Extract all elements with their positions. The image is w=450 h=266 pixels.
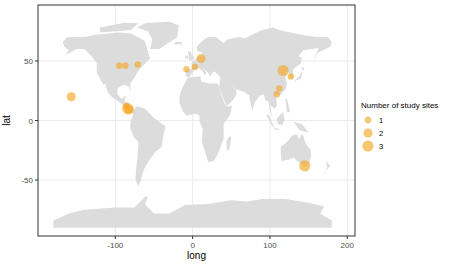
study-site-point	[135, 61, 141, 67]
land	[186, 28, 332, 120]
x-tick-label: -100	[107, 241, 124, 250]
study-site-point	[123, 103, 129, 109]
chart-root: -100 0 100 200 -50 0 50 long lat Number of study …	[0, 0, 450, 266]
study-site-point	[278, 65, 289, 76]
y-tick-label: -50	[21, 176, 33, 185]
land	[54, 196, 332, 228]
study-site-point	[116, 63, 122, 69]
x-tick-label: 200	[341, 241, 355, 250]
x-tick	[115, 236, 116, 239]
land	[137, 22, 179, 49]
y-tick	[35, 180, 38, 181]
land	[285, 99, 290, 112]
y-axis-title: lat	[1, 115, 12, 126]
x-tick-label: 0	[190, 241, 195, 250]
y-tick	[35, 120, 38, 121]
land	[185, 55, 188, 59]
legend-label: 2	[379, 129, 383, 138]
study-site-point	[192, 64, 198, 70]
study-site-point	[122, 63, 128, 69]
study-site-point	[274, 91, 280, 97]
land	[188, 51, 194, 61]
panel-background	[38, 5, 355, 236]
chart-svg: -100 0 100 200 -50 0 50 long lat Number of study …	[0, 0, 450, 266]
legend-title: Number of study sites	[361, 101, 438, 110]
land	[322, 161, 331, 175]
study-site-point	[276, 85, 282, 91]
study-site-point	[122, 103, 133, 114]
land	[227, 136, 232, 150]
study-site-point	[183, 66, 189, 72]
legend-key	[362, 140, 373, 151]
study-site-point	[288, 73, 294, 79]
land-layer	[54, 22, 332, 228]
legend-key	[365, 117, 371, 123]
land	[100, 23, 139, 33]
land	[294, 122, 309, 133]
study-site-point	[197, 54, 206, 63]
study-site-point	[67, 92, 76, 101]
land	[266, 115, 275, 128]
land	[174, 42, 182, 44]
y-tick	[35, 60, 38, 61]
x-tick	[192, 236, 193, 239]
y-tick-label: 0	[29, 117, 34, 126]
legend-label: 1	[379, 116, 383, 125]
land	[274, 128, 282, 130]
y-tick-label: 50	[24, 57, 33, 66]
legend-label: 3	[379, 142, 383, 151]
panel-frame	[38, 5, 355, 236]
study-site-point	[299, 160, 310, 171]
x-tick	[269, 236, 270, 239]
land	[277, 112, 285, 125]
legend-key	[363, 128, 372, 137]
land	[293, 67, 305, 84]
x-axis-title: long	[187, 250, 206, 261]
points-layer	[67, 54, 311, 171]
grid-line-y	[38, 180, 355, 181]
x-tick-label: 100	[263, 241, 277, 250]
land	[63, 32, 150, 112]
x-tick	[347, 236, 348, 239]
grid-line-y	[38, 120, 355, 121]
land	[130, 106, 166, 186]
